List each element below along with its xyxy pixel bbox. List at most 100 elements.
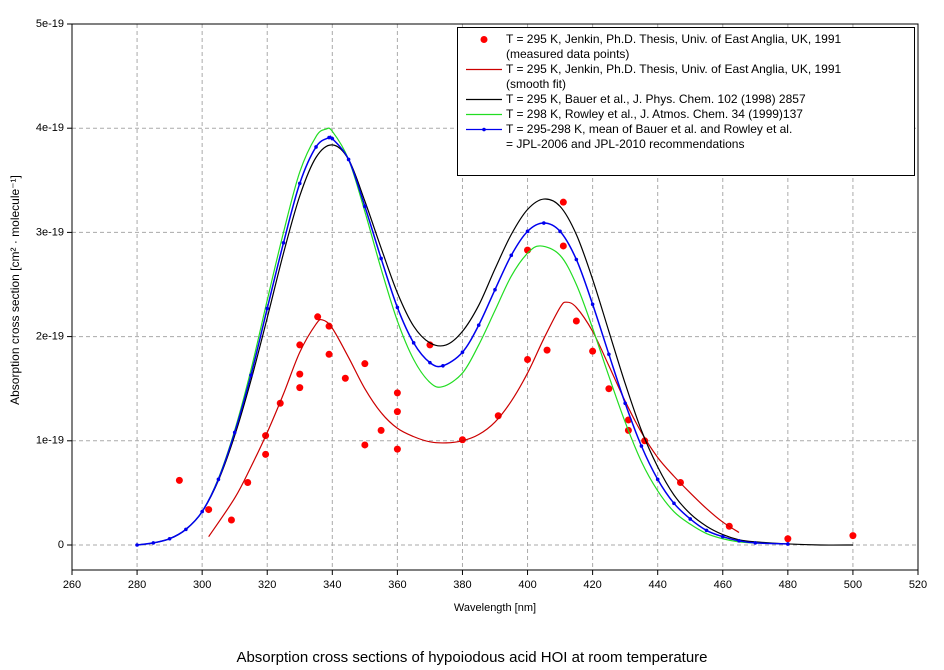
- y-tick-label: 2e-19: [36, 331, 64, 343]
- x-tick-label: 520: [909, 579, 927, 591]
- x-tick-label: 400: [518, 579, 536, 591]
- x-tick-label: 500: [844, 579, 862, 591]
- legend-marker: [482, 127, 486, 132]
- y-tick-label: 3e-19: [36, 226, 64, 238]
- x-tick-label: 480: [779, 579, 797, 591]
- data-point: [346, 157, 351, 162]
- data-point: [393, 408, 401, 416]
- y-tick-label: 1e-19: [36, 435, 64, 447]
- data-point: [559, 242, 567, 250]
- x-tick-label: 380: [453, 579, 471, 591]
- legend-entry: T = 295 K, Jenkin, Ph.D. Thesis, Univ. o…: [462, 62, 910, 92]
- data-point: [589, 347, 597, 355]
- data-point: [314, 313, 322, 321]
- data-point: [379, 256, 383, 261]
- data-point: [296, 370, 304, 378]
- data-point: [493, 287, 497, 292]
- data-point: [361, 441, 369, 449]
- data-point: [543, 346, 551, 354]
- data-point: [297, 181, 302, 186]
- data-point: [428, 360, 432, 365]
- legend-entry: T = 295 K, Bauer et al., J. Phys. Chem. …: [462, 92, 910, 107]
- data-point: [849, 532, 857, 540]
- data-point: [341, 374, 349, 382]
- data-point: [184, 527, 188, 532]
- series-line: [137, 144, 853, 546]
- data-point: [249, 373, 253, 377]
- x-tick-label: 340: [323, 579, 341, 591]
- y-tick-label: 5e-19: [36, 18, 64, 30]
- data-point: [227, 516, 235, 524]
- data-point: [590, 302, 595, 307]
- data-point: [175, 476, 183, 484]
- data-point: [639, 444, 644, 448]
- data-point: [281, 241, 286, 245]
- legend: T = 295 K, Jenkin, Ph.D. Thesis, Univ. o…: [457, 27, 915, 176]
- data-point: [244, 478, 252, 486]
- data-point: [688, 517, 693, 521]
- data-point: [296, 384, 304, 392]
- data-point: [411, 341, 416, 345]
- data-point: [672, 501, 676, 506]
- data-point: [393, 445, 401, 453]
- data-point: [327, 135, 331, 140]
- series-line: [137, 127, 788, 546]
- y-tick-label: 4e-19: [36, 122, 64, 134]
- data-point: [135, 543, 139, 547]
- x-tick-label: 460: [714, 579, 732, 591]
- legend-marker: [480, 36, 488, 43]
- legend-label: T = 295-298 K, mean of Bauer et al. and …: [506, 122, 793, 151]
- data-point: [363, 204, 367, 209]
- data-point: [377, 426, 385, 434]
- data-point: [607, 352, 611, 357]
- legend-label: T = 295 K, Bauer et al., J. Phys. Chem. …: [506, 92, 806, 106]
- data-point: [524, 356, 532, 364]
- data-point: [525, 229, 530, 234]
- series-line: [208, 301, 740, 537]
- data-point: [200, 509, 204, 514]
- legend-icon: [480, 36, 488, 43]
- data-point: [296, 341, 304, 349]
- data-point: [720, 534, 725, 539]
- data-point: [737, 539, 741, 543]
- data-point: [361, 360, 369, 368]
- x-tick-label: 300: [193, 579, 211, 591]
- legend-icon: [466, 68, 502, 71]
- x-tick-label: 320: [258, 579, 276, 591]
- x-tick-label: 420: [583, 579, 601, 591]
- legend-entry: T = 295-298 K, mean of Bauer et al. and …: [462, 122, 910, 152]
- data-point: [574, 257, 579, 262]
- data-point: [704, 528, 709, 533]
- data-point: [655, 477, 660, 482]
- data-point: [265, 306, 270, 311]
- data-point: [572, 317, 580, 325]
- x-tick-label: 260: [63, 579, 81, 591]
- data-point: [395, 305, 400, 310]
- legend-label: T = 295 K, Jenkin, Ph.D. Thesis, Univ. o…: [506, 32, 842, 61]
- chart-title: Absorption cross sections of hypoiodous …: [236, 649, 707, 666]
- legend-entry: T = 295 K, Jenkin, Ph.D. Thesis, Univ. o…: [462, 32, 910, 62]
- data-point: [476, 323, 481, 327]
- data-point: [786, 542, 790, 546]
- data-point: [784, 535, 792, 543]
- data-point: [460, 350, 465, 355]
- y-tick-label: 0: [58, 539, 64, 551]
- data-point: [205, 506, 213, 514]
- data-point: [559, 198, 567, 206]
- data-point: [151, 541, 156, 545]
- y-axis-label: Absorption cross section [cm² · molecule…: [8, 175, 22, 405]
- data-point: [232, 430, 237, 435]
- data-point: [605, 385, 613, 393]
- data-point: [623, 401, 627, 406]
- data-point: [441, 363, 445, 368]
- data-point: [216, 477, 221, 482]
- data-point: [753, 541, 758, 545]
- data-point: [325, 322, 333, 330]
- data-point: [262, 450, 270, 458]
- x-tick-label: 440: [649, 579, 667, 591]
- data-point: [393, 389, 401, 397]
- plot-frame: [71, 23, 919, 571]
- data-point: [509, 253, 514, 258]
- x-tick-label: 360: [388, 579, 406, 591]
